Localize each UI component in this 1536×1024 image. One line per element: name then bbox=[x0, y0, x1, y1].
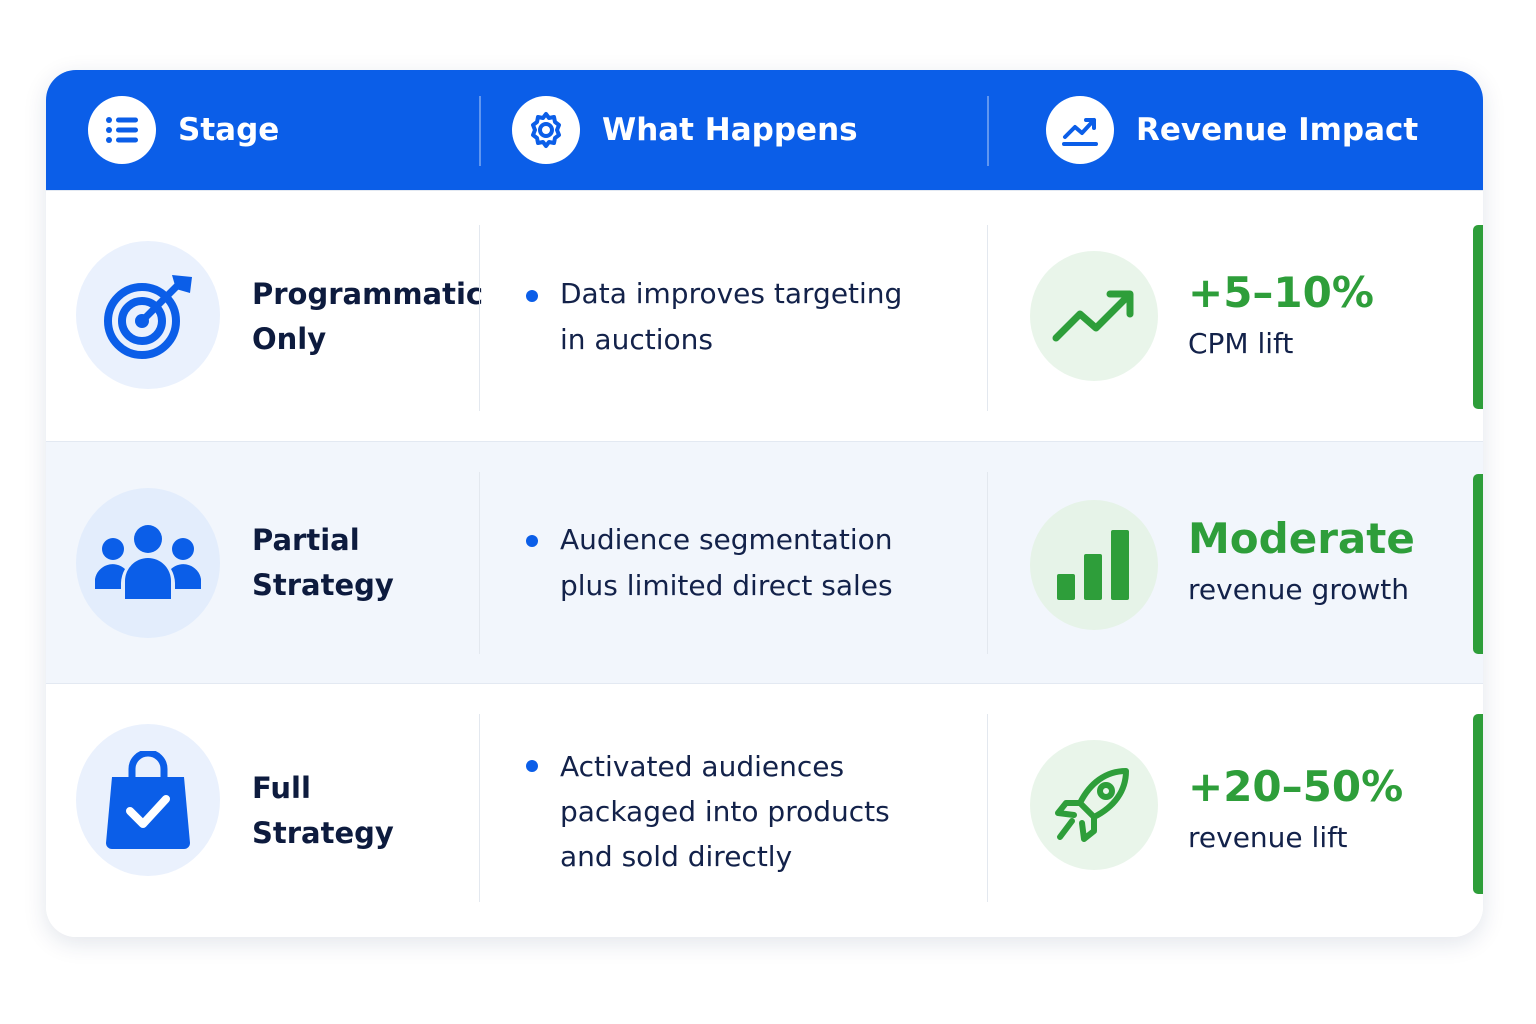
bullet bbox=[526, 535, 538, 547]
header-cell: Revenue Impact bbox=[1046, 70, 1418, 190]
header-divider bbox=[479, 96, 481, 166]
impact-value: +5–10% bbox=[1188, 267, 1374, 317]
impact-cell: +5–10% CPM lift bbox=[1188, 191, 1468, 442]
bullet bbox=[526, 760, 538, 772]
column-divider bbox=[479, 472, 480, 654]
stage-line: Only bbox=[252, 321, 327, 356]
header-label: Stage bbox=[178, 112, 280, 148]
bag-icon bbox=[76, 724, 220, 876]
table-card: Stage What Happens Revenue Impact Progra… bbox=[46, 70, 1483, 937]
impact-note: revenue lift bbox=[1188, 821, 1348, 854]
header-cell: What Happens bbox=[512, 70, 858, 190]
bars-icon bbox=[1030, 500, 1158, 630]
stage-cell: Programmatic Only bbox=[252, 191, 484, 442]
header-label: Revenue Impact bbox=[1136, 112, 1419, 148]
impact-cell: Moderate revenue growth bbox=[1188, 442, 1478, 684]
stage-line: Full bbox=[252, 771, 311, 805]
description-line: Data improves targeting bbox=[560, 276, 903, 310]
people-icon bbox=[76, 488, 220, 638]
target-icon bbox=[76, 241, 220, 389]
impact-value: Moderate bbox=[1188, 514, 1415, 563]
stage-line: Strategy bbox=[252, 816, 394, 850]
impact-value: +20–50% bbox=[1188, 762, 1404, 811]
impact-note: CPM lift bbox=[1188, 326, 1294, 360]
accent-bar bbox=[1473, 225, 1483, 409]
description-line: in auctions bbox=[560, 322, 713, 356]
description-line: packaged into products bbox=[560, 794, 890, 828]
header-divider bbox=[987, 96, 989, 166]
trend-icon bbox=[1046, 96, 1114, 164]
column-divider bbox=[479, 225, 480, 411]
description-line: Activated audiences bbox=[560, 749, 845, 783]
bullet bbox=[526, 290, 538, 302]
column-divider bbox=[987, 225, 988, 411]
description-line: and sold directly bbox=[560, 839, 793, 873]
impact-cell: +20–50% revenue lift bbox=[1188, 684, 1468, 937]
stage-line: Programmatic bbox=[252, 276, 484, 311]
growth-icon bbox=[1030, 251, 1158, 381]
description-cell: Activated audiences packaged into produc… bbox=[560, 684, 980, 937]
gear-icon bbox=[512, 96, 580, 164]
description-line: Audience segmentation bbox=[560, 523, 893, 556]
list-icon bbox=[88, 96, 156, 164]
impact-note: revenue growth bbox=[1188, 573, 1409, 606]
stage-cell: Full Strategy bbox=[252, 684, 472, 937]
description-cell: Data improves targeting in auctions bbox=[560, 191, 980, 442]
rocket-icon bbox=[1030, 740, 1158, 870]
table-header: Stage What Happens Revenue Impact bbox=[46, 70, 1483, 190]
table-row: Programmatic Only Data improves targetin… bbox=[46, 190, 1483, 442]
table-row: Partial Strategy Audience segmentation p… bbox=[46, 441, 1483, 684]
description-line: plus limited direct sales bbox=[560, 569, 893, 602]
stage-line: Partial bbox=[252, 523, 360, 557]
header-label: What Happens bbox=[602, 112, 858, 148]
column-divider bbox=[479, 714, 480, 902]
table-row: Full Strategy Activated audiences packag… bbox=[46, 683, 1483, 937]
column-divider bbox=[987, 714, 988, 902]
accent-bar bbox=[1473, 474, 1483, 654]
stage-cell: Partial Strategy bbox=[252, 442, 472, 684]
accent-bar bbox=[1473, 714, 1483, 894]
stage-line: Strategy bbox=[252, 568, 394, 602]
header-cell: Stage bbox=[88, 70, 279, 190]
description-cell: Audience segmentation plus limited direc… bbox=[560, 442, 980, 684]
column-divider bbox=[987, 472, 988, 654]
